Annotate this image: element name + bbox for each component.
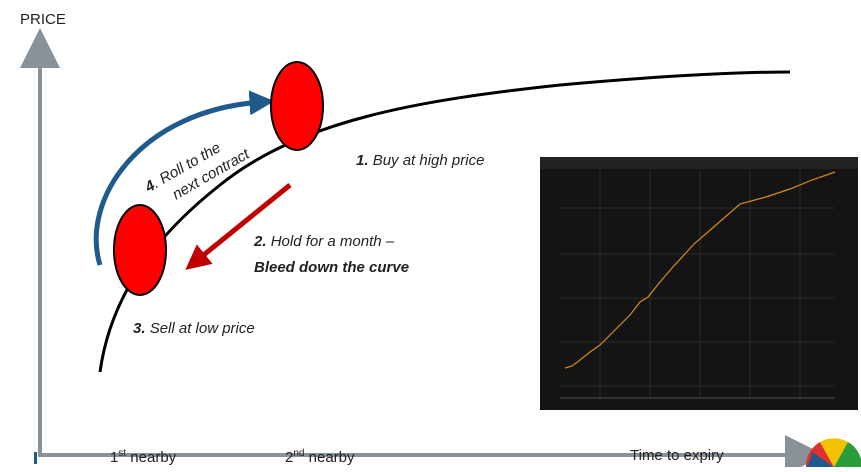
inset-header bbox=[540, 157, 858, 169]
step-2: 2. Hold for a month – bbox=[253, 233, 395, 250]
inset-grid bbox=[560, 170, 835, 398]
roll-arrow bbox=[93, 90, 275, 266]
inset-line bbox=[564, 171, 836, 369]
tick bbox=[34, 452, 37, 464]
contract-next bbox=[270, 61, 324, 151]
bleed-arrow bbox=[185, 183, 292, 270]
step-4: 4. Roll to the next contract bbox=[141, 139, 253, 203]
x-label-1: 1st nearby bbox=[110, 448, 177, 466]
step-2-emphasis: Bleed down the curve bbox=[254, 259, 409, 276]
x-label-2: 2nd nearby bbox=[285, 448, 355, 466]
step-1: 1. Buy at high price bbox=[356, 152, 484, 169]
contract-near bbox=[113, 204, 167, 296]
logo bbox=[805, 438, 861, 467]
x-axis-label: Time to expiry bbox=[630, 447, 724, 464]
inset-bg bbox=[540, 157, 858, 410]
inset-chart bbox=[540, 157, 858, 410]
y-axis-label: PRICE bbox=[20, 11, 66, 28]
step-3: 3. Sell at low price bbox=[133, 320, 255, 337]
